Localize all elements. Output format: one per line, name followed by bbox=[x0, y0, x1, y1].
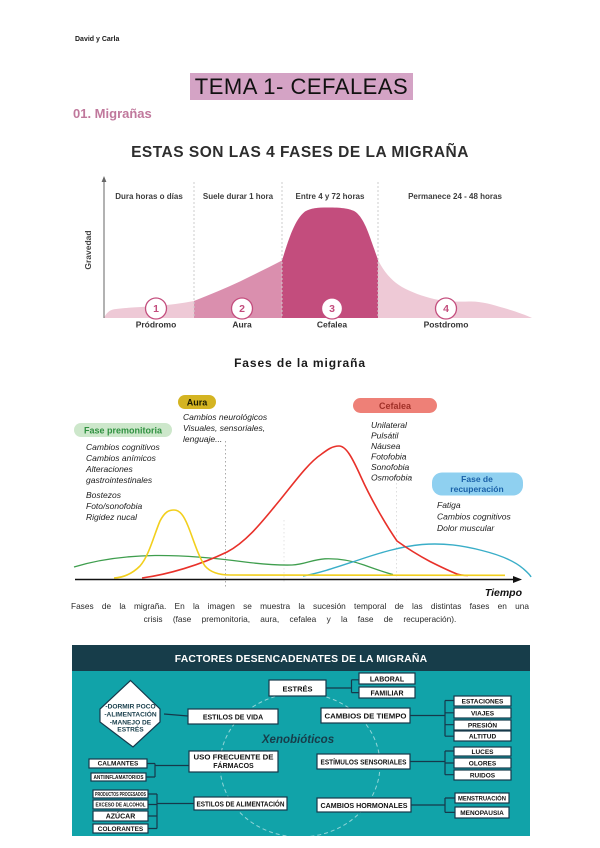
svg-text:gastrointestinales: gastrointestinales bbox=[86, 475, 153, 485]
svg-text:Bostezos: Bostezos bbox=[86, 490, 122, 500]
svg-text:USO FRECUENTE DE: USO FRECUENTE DE bbox=[194, 755, 274, 762]
svg-text:Entre 4 y 72 horas: Entre 4 y 72 horas bbox=[296, 192, 365, 201]
svg-text:FACTORES DESENCADENATES DE LA: FACTORES DESENCADENATES DE LA MIGRAÑA bbox=[175, 652, 428, 665]
svg-text:Visuales, sensoriales,: Visuales, sensoriales, bbox=[183, 423, 265, 433]
svg-text:Tiempo: Tiempo bbox=[485, 587, 523, 599]
svg-text:Permanece 24 - 48 horas: Permanece 24 - 48 horas bbox=[408, 192, 502, 201]
svg-text:Dura horas o días: Dura horas o días bbox=[115, 192, 183, 201]
svg-text:Fase premonitoria: Fase premonitoria bbox=[84, 426, 163, 436]
svg-text:Fase de: Fase de bbox=[461, 474, 493, 484]
svg-text:Unilateral: Unilateral bbox=[371, 420, 408, 430]
svg-text:CAMBIOS DE TIEMPO: CAMBIOS DE TIEMPO bbox=[325, 714, 408, 721]
svg-text:Foto/sonofobia: Foto/sonofobia bbox=[86, 501, 143, 511]
svg-text:FAMILIAR: FAMILIAR bbox=[370, 691, 403, 698]
svg-text:CAMBIOS HORMONALES: CAMBIOS HORMONALES bbox=[321, 803, 408, 810]
svg-text:Náusea: Náusea bbox=[371, 441, 401, 451]
svg-text:ESTRÉS: ESTRÉS bbox=[282, 685, 312, 694]
svg-text:OLORES: OLORES bbox=[469, 761, 497, 768]
svg-text:ESTILOS DE ALIMENTACIÓN: ESTILOS DE ALIMENTACIÓN bbox=[197, 800, 285, 809]
svg-text:ESTACIONES: ESTACIONES bbox=[462, 699, 504, 706]
svg-text:Gravedad: Gravedad bbox=[85, 230, 93, 269]
svg-text:1: 1 bbox=[153, 303, 159, 315]
svg-text:LUCES: LUCES bbox=[471, 749, 494, 756]
svg-text:-ALIMENTACIÓN: -ALIMENTACIÓN bbox=[104, 710, 156, 719]
svg-text:LABORAL: LABORAL bbox=[370, 677, 405, 684]
svg-text:Sonofobia: Sonofobia bbox=[371, 462, 410, 472]
svg-text:Aura: Aura bbox=[232, 320, 252, 330]
svg-text:3: 3 bbox=[329, 303, 335, 315]
svg-text:Cefalea: Cefalea bbox=[317, 320, 348, 330]
svg-text:FÁRMACOS: FÁRMACOS bbox=[213, 761, 254, 770]
svg-text:Cambios cognitivos: Cambios cognitivos bbox=[437, 512, 511, 522]
svg-text:2: 2 bbox=[239, 303, 245, 315]
svg-text:Fotofobia: Fotofobia bbox=[371, 452, 407, 462]
svg-text:Pulsátil: Pulsátil bbox=[371, 431, 400, 441]
svg-text:COLORANTES: COLORANTES bbox=[98, 826, 144, 833]
svg-text:ANTIINFLAMATORIOS: ANTIINFLAMATORIOS bbox=[94, 775, 144, 781]
svg-text:Osmofobia: Osmofobia bbox=[371, 473, 412, 483]
svg-text:-MANEJO DE: -MANEJO DE bbox=[110, 720, 152, 727]
svg-text:MENOPAUSIA: MENOPAUSIA bbox=[460, 810, 504, 817]
svg-text:Xenobióticos: Xenobióticos bbox=[261, 734, 334, 746]
svg-text:recuperación: recuperación bbox=[450, 484, 503, 494]
svg-text:MENSTRUACIÓN: MENSTRUACIÓN bbox=[458, 795, 506, 803]
svg-text:ESTILOS DE VIDA: ESTILOS DE VIDA bbox=[203, 715, 263, 722]
svg-text:CALMANTES: CALMANTES bbox=[98, 761, 139, 768]
svg-text:Rigidez nucal: Rigidez nucal bbox=[86, 512, 138, 522]
svg-text:Cefalea: Cefalea bbox=[379, 401, 412, 411]
svg-text:ALTITUD: ALTITUD bbox=[469, 734, 497, 741]
svg-text:Cambios cognitivos: Cambios cognitivos bbox=[86, 442, 160, 452]
svg-text:RUIDOS: RUIDOS bbox=[470, 773, 496, 780]
svg-text:EXCESO DE ALCOHOL: EXCESO DE ALCOHOL bbox=[96, 803, 147, 809]
svg-text:Cambios neurológicos: Cambios neurológicos bbox=[183, 412, 268, 422]
svg-text:Pródromo: Pródromo bbox=[136, 320, 177, 330]
svg-text:Fatiga: Fatiga bbox=[437, 500, 461, 510]
svg-text:lenguaje...: lenguaje... bbox=[183, 434, 222, 444]
svg-text:Cambios anímicos: Cambios anímicos bbox=[86, 453, 157, 463]
svg-text:4: 4 bbox=[443, 303, 449, 315]
svg-text:PRESIÓN: PRESIÓN bbox=[468, 721, 498, 730]
svg-text:Suele durar 1 hora: Suele durar 1 hora bbox=[203, 192, 274, 201]
svg-text:-DORMIR POCO: -DORMIR POCO bbox=[105, 704, 155, 711]
svg-text:Dolor muscular: Dolor muscular bbox=[437, 523, 495, 533]
svg-text:AZÚCAR: AZÚCAR bbox=[106, 812, 136, 821]
svg-text:PRODUCTOS PROCESADOS: PRODUCTOS PROCESADOS bbox=[95, 792, 146, 798]
svg-text:ESTÍMULOS SENSORIALES: ESTÍMULOS SENSORIALES bbox=[321, 758, 407, 767]
svg-text:Aura: Aura bbox=[187, 398, 208, 408]
svg-text:ESTRÉS: ESTRÉS bbox=[117, 725, 144, 734]
svg-text:Alteraciones: Alteraciones bbox=[85, 464, 134, 474]
svg-text:Postdromo: Postdromo bbox=[424, 320, 469, 330]
svg-text:VIAJES: VIAJES bbox=[471, 711, 495, 718]
